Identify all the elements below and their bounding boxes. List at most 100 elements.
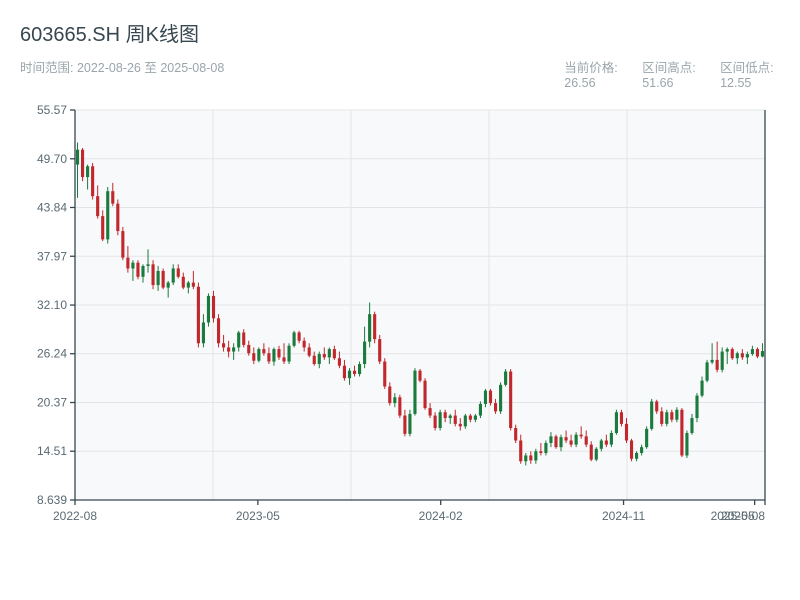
candle-body[interactable] [293, 332, 296, 345]
candle-body[interactable] [323, 354, 326, 357]
candle-body[interactable] [605, 440, 608, 444]
candle-body[interactable] [655, 401, 658, 411]
candle-body[interactable] [736, 353, 739, 358]
candle-body[interactable] [665, 412, 668, 424]
candle-body[interactable] [685, 433, 688, 455]
candle-body[interactable] [172, 268, 175, 282]
candle-body[interactable] [227, 347, 230, 351]
candle-body[interactable] [640, 447, 643, 453]
candle-body[interactable] [298, 332, 301, 340]
candle-body[interactable] [675, 410, 678, 420]
candle-body[interactable] [308, 347, 311, 355]
candle-body[interactable] [625, 424, 628, 441]
candle-body[interactable] [207, 296, 210, 323]
candle-body[interactable] [242, 332, 245, 344]
candle-body[interactable] [333, 349, 336, 358]
candle-body[interactable] [650, 401, 653, 428]
candle-body[interactable] [726, 349, 729, 351]
candle-body[interactable] [398, 397, 401, 415]
candle-body[interactable] [590, 445, 593, 460]
candle-body[interactable] [403, 416, 406, 434]
candle-body[interactable] [136, 263, 139, 277]
candle-body[interactable] [197, 287, 200, 344]
candle-body[interactable] [479, 404, 482, 416]
candle-body[interactable] [429, 408, 432, 415]
candle-body[interactable] [700, 381, 703, 396]
candle-body[interactable] [423, 381, 426, 408]
candle-body[interactable] [635, 453, 638, 459]
candle-body[interactable] [444, 412, 447, 418]
candle-body[interactable] [247, 345, 250, 353]
candle-body[interactable] [464, 416, 467, 427]
candle-body[interactable] [76, 150, 79, 165]
candle-body[interactable] [383, 362, 386, 387]
candle-body[interactable] [595, 449, 598, 460]
candle-body[interactable] [81, 150, 84, 177]
candle-body[interactable] [519, 440, 522, 461]
candle-body[interactable] [670, 412, 673, 419]
candle-body[interactable] [544, 443, 547, 453]
candle-body[interactable] [514, 428, 517, 440]
candle-body[interactable] [449, 416, 452, 418]
candle-body[interactable] [96, 196, 99, 216]
candle-body[interactable] [368, 314, 371, 341]
candle-body[interactable] [167, 283, 170, 288]
candle-body[interactable] [353, 371, 356, 374]
candle-body[interactable] [469, 416, 472, 420]
candle-body[interactable] [504, 372, 507, 385]
candle-body[interactable] [564, 437, 567, 440]
candle-body[interactable] [162, 271, 165, 288]
candle-body[interactable] [680, 410, 683, 456]
candle-body[interactable] [418, 371, 421, 381]
candle-body[interactable] [182, 277, 185, 288]
candle-body[interactable] [575, 435, 578, 445]
candle-body[interactable] [580, 435, 583, 437]
candle-body[interactable] [126, 258, 129, 269]
candle-body[interactable] [484, 391, 487, 404]
candle-body[interactable] [716, 360, 719, 370]
candle-body[interactable] [499, 385, 502, 412]
candle-body[interactable] [116, 204, 119, 231]
candle-body[interactable] [328, 349, 331, 357]
candle-body[interactable] [554, 436, 557, 447]
candle-body[interactable] [111, 191, 114, 203]
candle-body[interactable] [277, 349, 280, 357]
candle-body[interactable] [615, 412, 618, 433]
candle-body[interactable] [338, 358, 341, 365]
candle-body[interactable] [459, 424, 462, 426]
candle-body[interactable] [257, 349, 260, 361]
candle-body[interactable] [549, 436, 552, 443]
candle-body[interactable] [600, 440, 603, 448]
candle-body[interactable] [232, 347, 235, 351]
candle-body[interactable] [91, 166, 94, 196]
candle-body[interactable] [267, 353, 270, 361]
candle-body[interactable] [509, 372, 512, 429]
candle-body[interactable] [187, 283, 190, 288]
candle-body[interactable] [252, 353, 255, 360]
candle-body[interactable] [439, 412, 442, 428]
candle-body[interactable] [373, 314, 376, 339]
candle-body[interactable] [146, 264, 149, 266]
candle-body[interactable] [741, 353, 744, 357]
candle-body[interactable] [152, 264, 155, 285]
candle-body[interactable] [217, 318, 220, 343]
candle-body[interactable] [610, 433, 613, 445]
candle-body[interactable] [177, 268, 180, 276]
candle-body[interactable] [363, 342, 366, 364]
candle-body[interactable] [262, 349, 265, 353]
candle-body[interactable] [706, 362, 709, 380]
candle-body[interactable] [474, 416, 477, 420]
candle-body[interactable] [660, 411, 663, 423]
candle-body[interactable] [489, 391, 492, 403]
candle-body[interactable] [721, 352, 724, 370]
candle-body[interactable] [343, 366, 346, 378]
candle-body[interactable] [202, 322, 205, 343]
candle-body[interactable] [761, 351, 764, 356]
candle-body[interactable] [534, 451, 537, 460]
candle-body[interactable] [272, 349, 275, 361]
candle-body[interactable] [101, 216, 104, 239]
candle-body[interactable] [413, 371, 416, 414]
candle-body[interactable] [454, 416, 457, 424]
candle-body[interactable] [378, 339, 381, 361]
candle-body[interactable] [620, 412, 623, 424]
